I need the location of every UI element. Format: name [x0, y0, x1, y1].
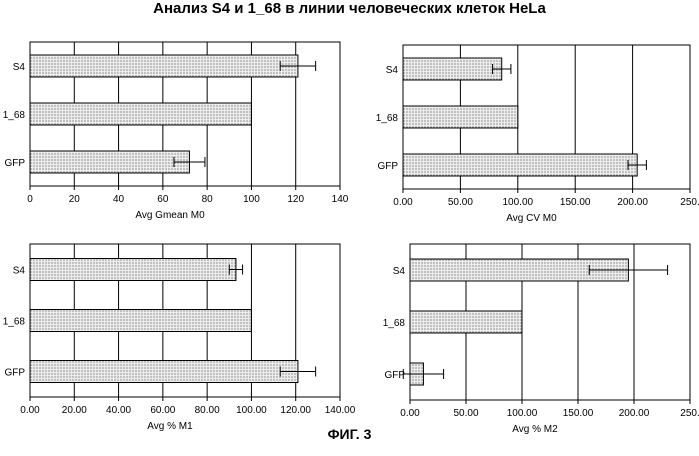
x-tick-label: 100: [243, 194, 260, 205]
category-label: GFP: [384, 370, 405, 381]
x-tick-label: 100.00: [503, 197, 534, 208]
bar-gfp: [30, 151, 189, 173]
x-tick-label: 0.00: [393, 197, 413, 208]
x-tick-label: 150.00: [560, 197, 591, 208]
bar-s4: [30, 259, 236, 281]
category-label: GFP: [377, 161, 398, 172]
category-label: GFP: [4, 368, 25, 379]
x-tick-label: 200.00: [619, 408, 650, 419]
bar-1-68: [403, 106, 518, 128]
x-tick-label: 140: [332, 194, 349, 205]
bar-gfp: [30, 361, 298, 383]
x-tick-label: 80.00: [195, 405, 220, 416]
chart-avg-gmean-m0: 020406080100120140Avg Gmean M0S41_68GFP: [0, 36, 345, 216]
x-tick-label: 40: [113, 194, 125, 205]
bar-gfp: [403, 154, 637, 176]
x-tick-label: 80: [202, 194, 214, 205]
figure-caption: ФИГ. 3: [0, 425, 699, 443]
x-tick-label: 0: [27, 194, 33, 205]
bar-1-68: [30, 103, 251, 125]
x-tick-label: 40.00: [106, 405, 131, 416]
x-tick-label: 200.00: [617, 197, 648, 208]
x-axis-label: Avg CV M0: [506, 213, 557, 224]
category-label: S4: [13, 62, 26, 73]
chart-avg-pct-m2: 0.0050.00100.00150.00200.00250.Avg % M2S…: [355, 244, 699, 424]
category-label: S4: [393, 266, 406, 277]
figure-title: Анализ S4 и 1_68 в линии человеческих кл…: [0, 0, 699, 18]
x-tick-label: 120.00: [280, 405, 311, 416]
x-tick-label: 150.00: [563, 408, 594, 419]
x-tick-label: 100.00: [236, 405, 267, 416]
x-tick-label: 140.00: [325, 405, 356, 416]
chart-avg-pct-m1: 0.0020.0040.0060.0080.00100.00120.00140.…: [0, 244, 345, 424]
category-label: 1_68: [3, 110, 26, 121]
x-tick-label: 50.00: [453, 408, 478, 419]
x-tick-label: 0.00: [20, 405, 40, 416]
bar-1-68: [410, 311, 522, 333]
category-label: S4: [386, 65, 399, 76]
category-label: 1_68: [383, 318, 406, 329]
x-tick-label: 100.00: [507, 408, 538, 419]
category-label: GFP: [4, 158, 25, 169]
x-tick-label: 250.: [680, 197, 699, 208]
x-tick-label: 0.00: [400, 408, 420, 419]
category-label: S4: [13, 266, 26, 277]
chart-avg-cv-m0: 0.0050.00100.00150.00200.00250.Avg CV M0…: [355, 36, 699, 216]
x-tick-label: 20: [69, 194, 81, 205]
x-axis-label: Avg Gmean M0: [135, 210, 205, 221]
x-tick-label: 50.00: [448, 197, 473, 208]
bar-s4: [30, 55, 298, 77]
bar-s4: [403, 58, 502, 80]
x-tick-label: 250.: [680, 408, 699, 419]
x-tick-label: 120: [287, 194, 304, 205]
category-label: 1_68: [3, 317, 26, 328]
x-tick-label: 60: [157, 194, 169, 205]
x-tick-label: 20.00: [62, 405, 87, 416]
x-tick-label: 60.00: [150, 405, 175, 416]
category-label: 1_68: [376, 113, 399, 124]
bar-1-68: [30, 310, 251, 332]
